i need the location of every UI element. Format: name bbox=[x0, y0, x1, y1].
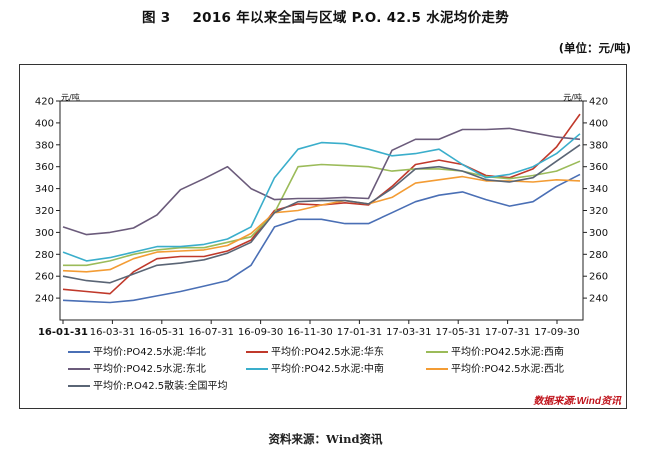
y-tick-label-right: 240 bbox=[589, 294, 608, 305]
series-line-5 bbox=[62, 133, 581, 262]
y-tick-label-left: 360 bbox=[35, 162, 54, 173]
figure-title: 图 3 2016 年以来全国与区域 P.O. 42.5 水泥均价走势 bbox=[0, 6, 651, 26]
y-tick-label-right: 260 bbox=[589, 272, 608, 283]
figure-title-text: 2016 年以来全国与区域 P.O. 42.5 水泥均价走势 bbox=[192, 10, 510, 26]
figure-number: 图 3 bbox=[141, 10, 171, 26]
y-tick-label-left: 380 bbox=[35, 140, 54, 151]
x-tick-label: 17-05-31 bbox=[436, 327, 481, 338]
y-tick-label-left: 420 bbox=[35, 97, 54, 108]
y-tick-label-left: 280 bbox=[35, 250, 54, 261]
y-tick-label-right: 420 bbox=[589, 97, 608, 108]
plot-area bbox=[59, 100, 584, 321]
y-tick-label-left: 240 bbox=[35, 294, 54, 305]
legend-label-5: 平均价:PO42.5水泥:中南 bbox=[271, 362, 384, 375]
x-tick-label: 16-07-31 bbox=[189, 327, 234, 338]
source-note: 资料来源：Wind资讯 bbox=[268, 432, 383, 446]
x-tick-label: 17-07-31 bbox=[485, 327, 530, 338]
x-tick-label: 17-03-31 bbox=[386, 327, 431, 338]
legend-label-4: 平均价:PO42.5水泥:东北 bbox=[93, 362, 206, 375]
y-tick-label-left: 260 bbox=[35, 272, 54, 283]
x-tick-label: 16-11-30 bbox=[287, 327, 332, 338]
watermark: 数据来源:Wind资讯 bbox=[533, 396, 621, 407]
x-tick-label: 16-05-31 bbox=[139, 327, 184, 338]
chart-frame bbox=[19, 64, 627, 409]
y-axis-unit-left: 元/吨 bbox=[61, 92, 80, 102]
legend-label-1: 平均价:PO42.5水泥:华北 bbox=[93, 345, 206, 358]
y-tick-label-right: 280 bbox=[589, 250, 608, 261]
x-tick-label: 16-03-31 bbox=[90, 327, 135, 338]
x-tick-label: 16-01-31 bbox=[38, 327, 88, 338]
series-line-1 bbox=[62, 173, 581, 304]
y-tick-label-right: 340 bbox=[589, 184, 608, 195]
x-tick-label: 17-01-31 bbox=[337, 327, 382, 338]
legend-label-2: 平均价:PO42.5水泥:华东 bbox=[271, 345, 384, 358]
unit-label: (单位：元/吨) bbox=[558, 41, 631, 55]
y-tick-label-left: 400 bbox=[35, 118, 54, 129]
series-line-7 bbox=[62, 144, 581, 284]
y-tick-label-left: 320 bbox=[35, 206, 54, 217]
y-tick-label-right: 320 bbox=[589, 206, 608, 217]
y-tick-label-right: 300 bbox=[589, 228, 608, 239]
y-tick-label-right: 360 bbox=[589, 162, 608, 173]
legend-label-6: 平均价:PO42.5水泥:西北 bbox=[451, 362, 564, 375]
x-tick-label: 17-09-30 bbox=[534, 327, 579, 338]
legend-label-7: 平均价:P.O42.5散装:全国平均 bbox=[93, 379, 228, 392]
y-tick-label-left: 340 bbox=[35, 184, 54, 195]
y-axis-unit-right: 元/吨 bbox=[563, 92, 582, 102]
x-tick-label: 16-09-30 bbox=[238, 327, 283, 338]
y-tick-label-right: 380 bbox=[589, 140, 608, 151]
y-tick-label-right: 400 bbox=[589, 118, 608, 129]
series-line-4 bbox=[62, 127, 581, 236]
y-tick-label-left: 300 bbox=[35, 228, 54, 239]
legend-label-3: 平均价:PO42.5水泥:西南 bbox=[451, 345, 564, 358]
